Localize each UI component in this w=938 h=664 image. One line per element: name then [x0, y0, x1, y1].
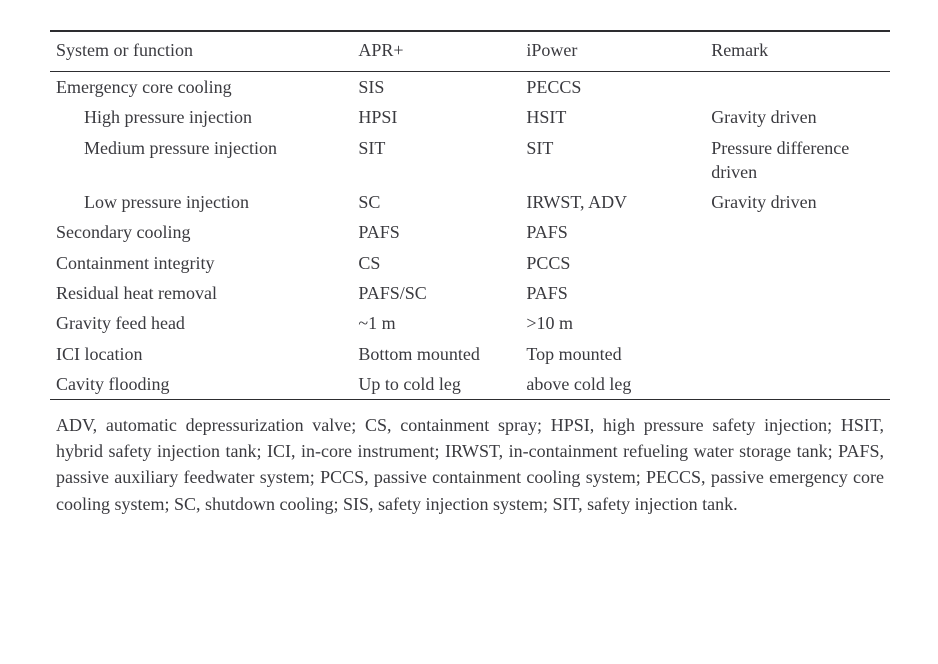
table-row: Containment integrityCSPCCS — [50, 248, 890, 278]
header-ipower: iPower — [520, 31, 705, 72]
header-apr: APR+ — [352, 31, 520, 72]
cell-ipower: Top mounted — [520, 339, 705, 369]
cell-apr: CS — [352, 248, 520, 278]
cell-system: Emergency core cooling — [50, 72, 352, 103]
cell-system: High pressure injection — [50, 102, 352, 132]
header-system: System or function — [50, 31, 352, 72]
cell-apr: HPSI — [352, 102, 520, 132]
table-header-row: System or function APR+ iPower Remark — [50, 31, 890, 72]
cell-ipower: IRWST, ADV — [520, 187, 705, 217]
table-container: System or function APR+ iPower Remark Em… — [50, 30, 890, 517]
cell-system: Residual heat removal — [50, 278, 352, 308]
cell-ipower: PECCS — [520, 72, 705, 103]
cell-remark — [705, 339, 890, 369]
cell-remark: Gravity driven — [705, 102, 890, 132]
header-remark: Remark — [705, 31, 890, 72]
cell-remark: Pressure difference driven — [705, 133, 890, 188]
cell-system: Low pressure injection — [50, 187, 352, 217]
cell-ipower: PAFS — [520, 217, 705, 247]
cell-apr: PAFS — [352, 217, 520, 247]
cell-ipower: PCCS — [520, 248, 705, 278]
cell-remark — [705, 369, 890, 400]
cell-ipower: PAFS — [520, 278, 705, 308]
cell-apr: SC — [352, 187, 520, 217]
cell-remark — [705, 278, 890, 308]
cell-ipower: above cold leg — [520, 369, 705, 400]
cell-system-label: Medium pressure injection — [56, 136, 277, 160]
cell-apr: Up to cold leg — [352, 369, 520, 400]
cell-apr: Bottom mounted — [352, 339, 520, 369]
cell-ipower: HSIT — [520, 102, 705, 132]
footnote: ADV, automatic depressurization valve; C… — [50, 400, 890, 516]
cell-system: Containment integrity — [50, 248, 352, 278]
cell-system: Gravity feed head — [50, 308, 352, 338]
cell-remark — [705, 72, 890, 103]
table-row: Emergency core coolingSISPECCS — [50, 72, 890, 103]
table-row: Secondary coolingPAFSPAFS — [50, 217, 890, 247]
cell-remark — [705, 308, 890, 338]
cell-system-label: High pressure injection — [56, 105, 252, 129]
table-row: Residual heat removalPAFS/SCPAFS — [50, 278, 890, 308]
cell-apr: PAFS/SC — [352, 278, 520, 308]
cell-remark: Gravity driven — [705, 187, 890, 217]
cell-system: Cavity flooding — [50, 369, 352, 400]
cell-system: Medium pressure injection — [50, 133, 352, 188]
cell-system-label: Low pressure injection — [56, 190, 249, 214]
cell-ipower: >10 m — [520, 308, 705, 338]
table-body: Emergency core coolingSISPECCSHigh press… — [50, 72, 890, 400]
cell-remark — [705, 217, 890, 247]
cell-system: ICI location — [50, 339, 352, 369]
comparison-table: System or function APR+ iPower Remark Em… — [50, 30, 890, 400]
cell-apr: ~1 m — [352, 308, 520, 338]
table-row: Medium pressure injectionSITSITPressure … — [50, 133, 890, 188]
cell-apr: SIT — [352, 133, 520, 188]
table-row: Gravity feed head~1 m>10 m — [50, 308, 890, 338]
cell-remark — [705, 248, 890, 278]
table-row: High pressure injection HPSIHSITGravity d… — [50, 102, 890, 132]
table-row: Low pressure injection SCIRWST, ADVGravit… — [50, 187, 890, 217]
cell-ipower: SIT — [520, 133, 705, 188]
cell-apr: SIS — [352, 72, 520, 103]
cell-system: Secondary cooling — [50, 217, 352, 247]
table-row: ICI locationBottom mountedTop mounted — [50, 339, 890, 369]
table-row: Cavity floodingUp to cold legabove cold … — [50, 369, 890, 400]
